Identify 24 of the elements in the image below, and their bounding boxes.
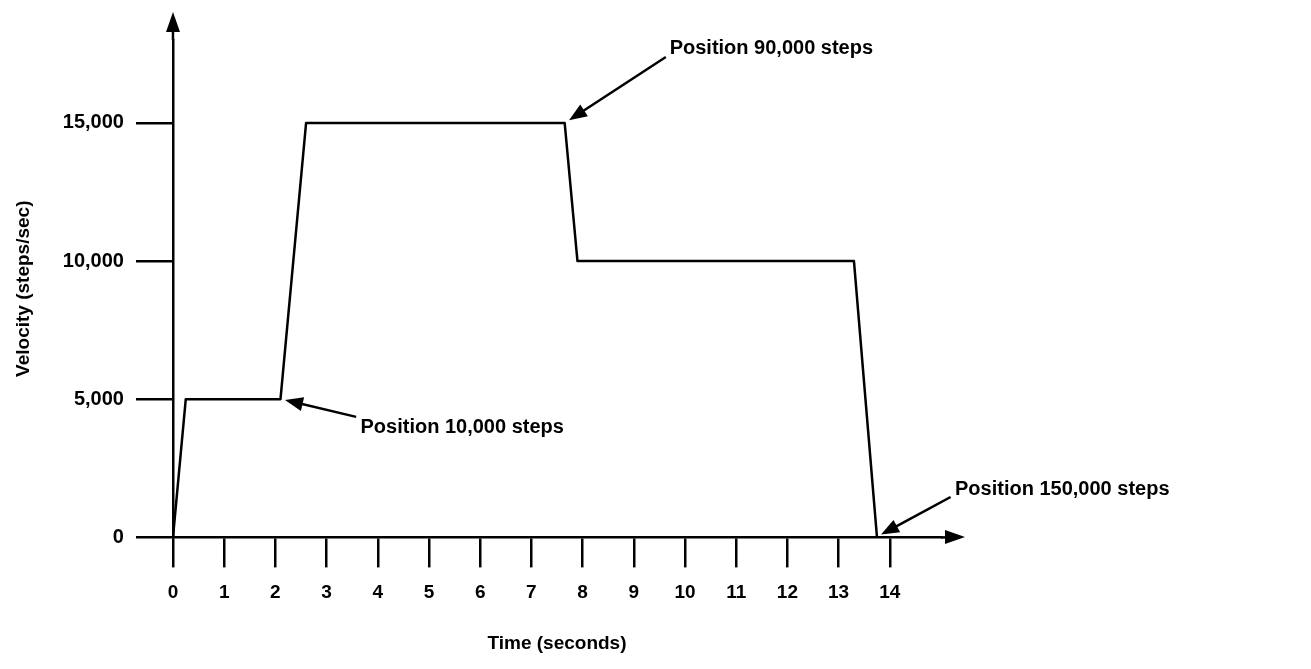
y-tick-label: 5,000 (73, 386, 124, 409)
y-tick-label: 0 (112, 524, 124, 547)
x-tick-label: 14 (879, 581, 901, 603)
x-tick-label: 13 (828, 581, 850, 603)
x-tick-label: 5 (423, 581, 435, 603)
x-tick-label: 10 (674, 581, 696, 603)
x-tick-label: 3 (321, 581, 332, 603)
y-axis-title: Velocity (steps/sec) (11, 200, 33, 377)
x-tick-label: 12 (776, 581, 798, 603)
x-tick-label: 11 (726, 581, 747, 603)
x-tick-label: 1 (218, 581, 230, 603)
annotation: Position 10,000 steps (360, 414, 564, 437)
x-axis-title: Time (seconds) (487, 631, 627, 653)
x-tick-label: 8 (577, 581, 588, 603)
x-tick-label: 9 (628, 581, 640, 603)
x-tick-label: 0 (167, 581, 179, 603)
x-tick-label: 4 (372, 581, 384, 603)
text: Position 150,000 steps (955, 476, 1170, 499)
y-tick-label: 10,000 (62, 248, 124, 271)
y-tick-label: 15,000 (62, 110, 124, 133)
annotation: Position 90,000 steps (669, 36, 874, 59)
x-tick-label: 6 (474, 581, 486, 603)
x-tick-label: 2 (270, 581, 281, 603)
x-tick-label: 7 (526, 581, 537, 603)
